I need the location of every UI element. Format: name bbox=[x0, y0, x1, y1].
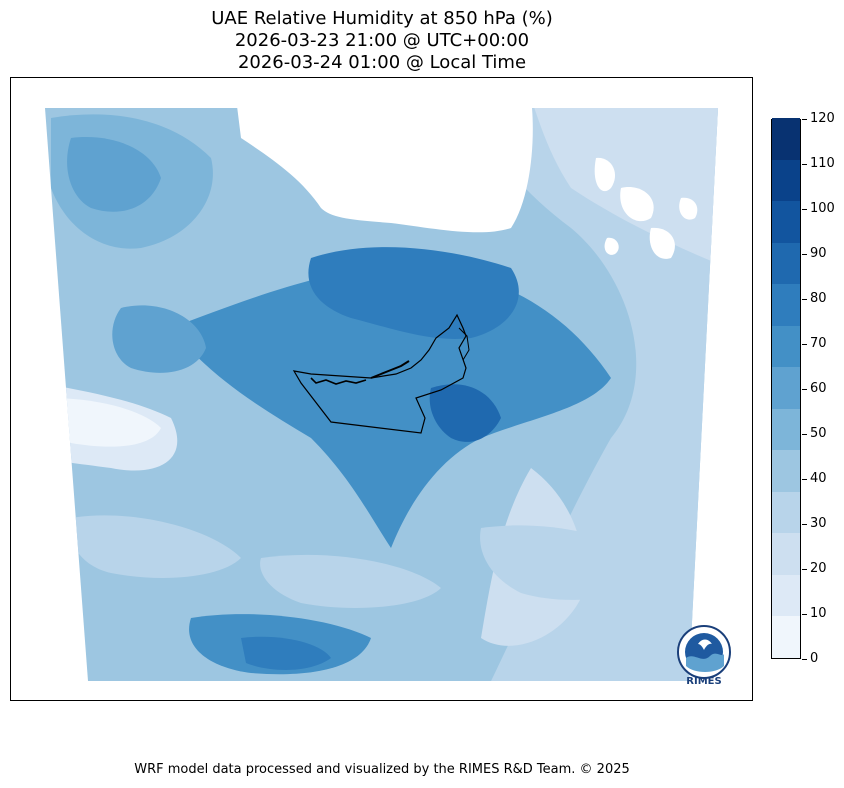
colorbar-tick-label: 70 bbox=[810, 336, 827, 351]
colorbar-band bbox=[772, 449, 800, 492]
colorbar-tick-label: 40 bbox=[810, 471, 827, 486]
colorbar-tick bbox=[802, 119, 807, 120]
colorbar-tick-label: 90 bbox=[810, 246, 827, 261]
colorbar-tick-label: 110 bbox=[810, 156, 835, 171]
colorbar-tick-label: 20 bbox=[810, 561, 827, 576]
colorbar-tick-label: 80 bbox=[810, 291, 827, 306]
colorbar-tick-label: 100 bbox=[810, 201, 835, 216]
colorbar-tick-label: 0 bbox=[810, 651, 819, 666]
colorbar-tick-label: 120 bbox=[810, 111, 835, 126]
colorbar-tick bbox=[802, 209, 807, 210]
utc-time: 2026-03-23 21:00 @ UTC+00:00 bbox=[234, 30, 530, 51]
map-panel bbox=[10, 77, 753, 701]
colorbar-band bbox=[772, 200, 800, 243]
colorbar-band bbox=[772, 491, 800, 534]
colorbar-tick-label: 60 bbox=[810, 381, 827, 396]
colorbar-band bbox=[772, 283, 800, 326]
colorbar-band bbox=[772, 159, 800, 202]
colorbar-tick bbox=[802, 524, 807, 525]
colorbar-band bbox=[772, 532, 800, 575]
colorbar-band bbox=[772, 325, 800, 368]
colorbar-tick bbox=[802, 479, 807, 480]
colorbar-tick bbox=[802, 164, 807, 165]
colorbar-tick bbox=[802, 569, 807, 570]
rimes-logo-icon bbox=[677, 625, 731, 679]
colorbar bbox=[771, 117, 801, 659]
logo-text: RIMES bbox=[686, 676, 722, 687]
local-time: 2026-03-24 01:00 @ Local Time bbox=[237, 52, 527, 73]
colorbar-tick bbox=[802, 614, 807, 615]
footer-credit: WRF model data processed and visualized … bbox=[134, 762, 630, 777]
colorbar-tick-label: 50 bbox=[810, 426, 827, 441]
colorbar-tick-label: 30 bbox=[810, 516, 827, 531]
humidity-map bbox=[45, 108, 718, 681]
colorbar-tick bbox=[802, 389, 807, 390]
colorbar-tick bbox=[802, 254, 807, 255]
colorbar-band bbox=[772, 117, 800, 160]
colorbar-band bbox=[772, 615, 800, 658]
colorbar-tick-label: 10 bbox=[810, 606, 827, 621]
colorbar-band bbox=[772, 366, 800, 409]
rimes-logo: RIMES bbox=[676, 624, 732, 690]
colorbar-tick bbox=[802, 299, 807, 300]
humidity-field bbox=[45, 108, 718, 681]
country-outline bbox=[292, 313, 470, 434]
colorbar-band bbox=[772, 242, 800, 285]
colorbar-tick bbox=[802, 659, 807, 660]
colorbar-tick bbox=[802, 434, 807, 435]
colorbar-tick bbox=[802, 344, 807, 345]
colorbar-band bbox=[772, 574, 800, 617]
colorbar-band bbox=[772, 408, 800, 451]
map-title: UAE Relative Humidity at 850 hPa (%) bbox=[211, 8, 553, 29]
